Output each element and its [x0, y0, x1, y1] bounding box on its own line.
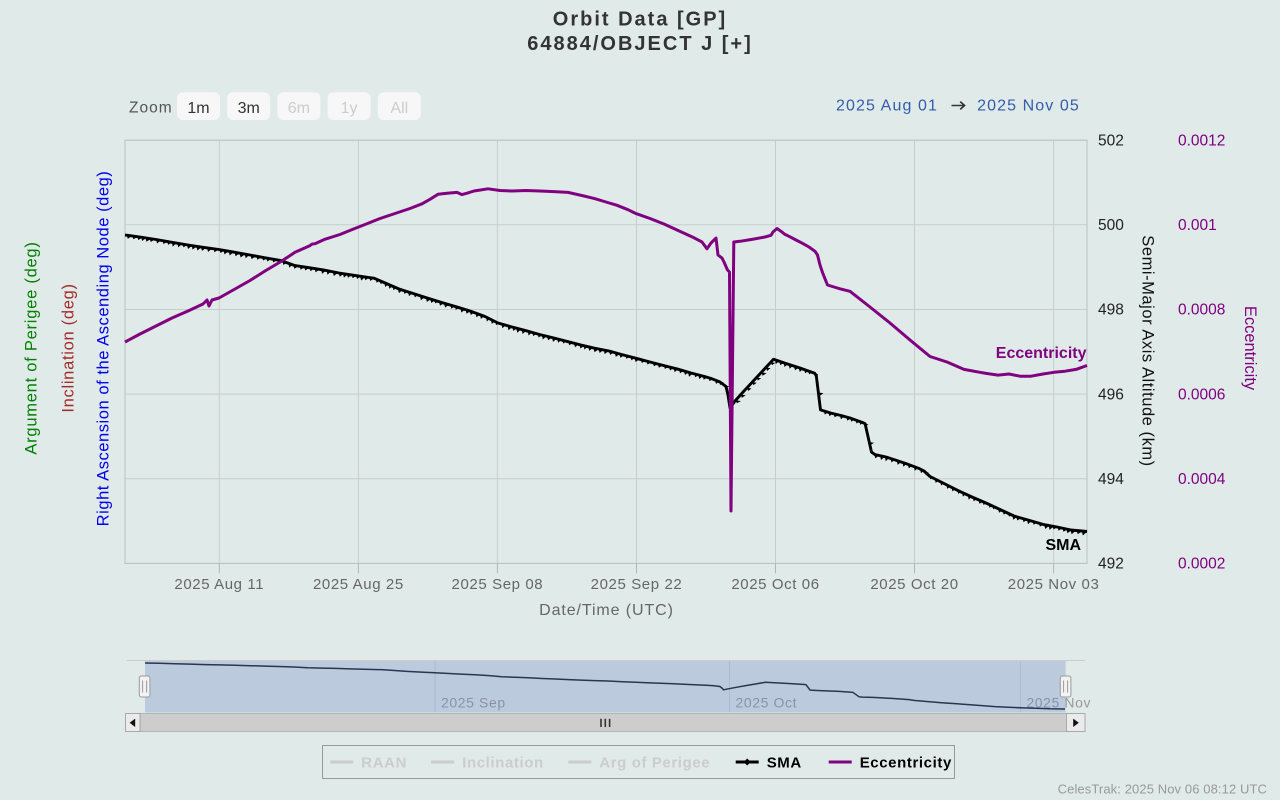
svg-text:Eccentricity: Eccentricity: [860, 755, 952, 772]
svg-text:0.0002: 0.0002: [1178, 556, 1225, 573]
svg-text:SMA: SMA: [767, 755, 802, 772]
svg-text:All: All: [390, 100, 408, 117]
svg-text:1m: 1m: [187, 100, 209, 117]
svg-text:Date/Time (UTC): Date/Time (UTC): [539, 602, 674, 619]
svg-text:2025 Sep 22: 2025 Sep 22: [591, 576, 683, 593]
svg-text:RAAN: RAAN: [361, 755, 407, 772]
svg-text:2025 Aug 01: 2025 Aug 01: [836, 98, 938, 115]
svg-text:2025 Aug 11: 2025 Aug 11: [174, 576, 264, 593]
svg-text:Eccentricity: Eccentricity: [1241, 306, 1259, 391]
svg-text:502: 502: [1098, 132, 1124, 149]
svg-text:2025 Sep: 2025 Sep: [441, 695, 506, 711]
svg-text:0.0006: 0.0006: [1178, 386, 1225, 403]
svg-text:1y: 1y: [341, 100, 358, 117]
svg-text:2025 Aug 25: 2025 Aug 25: [313, 576, 404, 593]
svg-text:0.0004: 0.0004: [1178, 471, 1226, 488]
svg-text:64884/OBJECT J [+]: 64884/OBJECT J [+]: [527, 33, 753, 55]
svg-text:0.001: 0.001: [1178, 217, 1217, 234]
svg-text:2025 Oct: 2025 Oct: [736, 695, 798, 711]
svg-text:2025 Nov: 2025 Nov: [1026, 695, 1091, 711]
svg-text:Semi-Major Axis Altitude (km): Semi-Major Axis Altitude (km): [1139, 235, 1157, 466]
svg-text:2025 Oct 06: 2025 Oct 06: [731, 576, 819, 593]
svg-text:2025 Nov 03: 2025 Nov 03: [1008, 576, 1100, 593]
svg-text:2025 Nov 05: 2025 Nov 05: [977, 98, 1080, 115]
svg-text:SMA: SMA: [1045, 537, 1081, 554]
svg-text:Right Ascension of the Ascendi: Right Ascension of the Ascending Node (d…: [94, 171, 112, 527]
svg-text:CelesTrak: 2025 Nov 06 08:12 U: CelesTrak: 2025 Nov 06 08:12 UTC: [1058, 782, 1267, 797]
svg-text:Arg of Perigee: Arg of Perigee: [599, 755, 710, 772]
svg-text:492: 492: [1098, 556, 1124, 573]
svg-text:2025 Sep 08: 2025 Sep 08: [452, 576, 544, 593]
svg-text:496: 496: [1098, 386, 1124, 403]
svg-text:Inclination: Inclination: [462, 755, 544, 772]
svg-text:0.0008: 0.0008: [1178, 302, 1225, 319]
svg-text:498: 498: [1098, 302, 1124, 319]
svg-text:2025 Oct 20: 2025 Oct 20: [870, 576, 958, 593]
svg-text:6m: 6m: [288, 100, 310, 117]
svg-text:Argument of Perigee (deg): Argument of Perigee (deg): [23, 241, 41, 454]
svg-text:Orbit Data [GP]: Orbit Data [GP]: [553, 9, 727, 31]
svg-text:500: 500: [1098, 217, 1124, 234]
svg-text:0.0012: 0.0012: [1178, 132, 1225, 149]
svg-text:494: 494: [1098, 471, 1124, 488]
svg-text:Eccentricity: Eccentricity: [996, 345, 1087, 362]
svg-text:3m: 3m: [238, 100, 260, 117]
svg-text:Zoom: Zoom: [129, 100, 173, 117]
svg-text:Inclination (deg): Inclination (deg): [60, 283, 78, 412]
